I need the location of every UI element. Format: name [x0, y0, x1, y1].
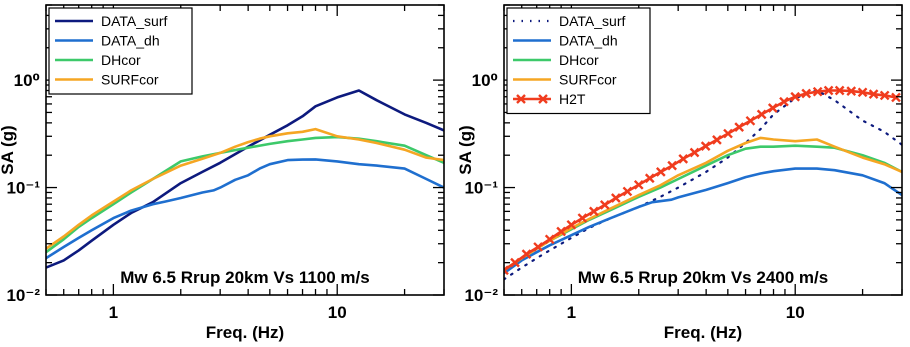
- series-marker: [868, 89, 879, 100]
- series-line-dhcor: [46, 135, 444, 254]
- x-tick-label: 10: [328, 303, 347, 322]
- series-marker: [712, 134, 722, 145]
- series-marker: [723, 128, 733, 139]
- y-tick-label: 10⁻²: [464, 286, 498, 305]
- legend-label: SURFcor: [559, 72, 617, 88]
- y-tick-label: 10⁻²: [6, 286, 40, 305]
- series-marker: [801, 88, 812, 99]
- series-marker: [622, 186, 633, 197]
- series-marker: [644, 173, 655, 184]
- series-marker: [655, 167, 666, 177]
- legend: DATA_surf DATA_dh DHcor SURFcor H2T: [506, 7, 651, 115]
- series-marker: [510, 257, 520, 268]
- series-line-data-surf: [504, 89, 902, 281]
- series-marker: [891, 92, 901, 103]
- series-marker: [779, 96, 789, 107]
- series-marker: [504, 265, 509, 276]
- series-marker: [834, 85, 845, 96]
- series-marker: [633, 179, 644, 190]
- legend-label: DHcor: [559, 52, 599, 68]
- legend-marker: [538, 94, 548, 104]
- series-marker: [610, 193, 621, 203]
- series-marker: [767, 103, 778, 113]
- series-marker: [544, 234, 555, 245]
- series-marker: [756, 109, 767, 120]
- series-marker: [734, 122, 745, 132]
- series-marker: [689, 147, 700, 158]
- series-marker: [879, 90, 890, 101]
- y-tick-label: 10⁰: [472, 71, 498, 90]
- series-marker: [823, 85, 834, 96]
- series-marker: [588, 206, 599, 217]
- plot-annotation: Mw 6.5 Rrup 20km Vs 2400 m/s: [578, 268, 828, 287]
- legend-label: DATA_surf: [101, 13, 167, 29]
- legend-label: DATA_dh: [559, 33, 618, 49]
- series-marker: [846, 86, 857, 96]
- x-axis-label: Freq. (Hz): [664, 323, 742, 342]
- series-marker: [599, 200, 610, 210]
- x-tick-label: 1: [109, 303, 118, 322]
- legend-label: DATA_surf: [559, 13, 625, 29]
- legend-marker: [516, 94, 526, 104]
- y-axis-label: SA (g): [456, 125, 475, 174]
- series-marker: [521, 249, 532, 259]
- series-marker: [700, 141, 711, 151]
- x-axis-label: Freq. (Hz): [206, 323, 284, 342]
- series-line-surfcor: [504, 136, 902, 272]
- y-tick-label: 10⁻¹: [464, 179, 498, 198]
- series-line-data-dh: [504, 167, 902, 275]
- series-marker: [857, 87, 868, 98]
- x-tick-label: 10: [786, 303, 805, 322]
- legend-label: DHcor: [101, 52, 141, 68]
- series-marker: [577, 213, 588, 223]
- series-line-data-dh: [46, 158, 444, 260]
- series-marker: [790, 91, 801, 102]
- series-marker: [812, 86, 823, 97]
- panel-right: 1 10 10⁻² 10⁻¹ 10⁰ Freq. (Hz) SA (g) Mw 6.5 Rru…: [456, 4, 903, 342]
- series-marker: [556, 226, 566, 237]
- legend: DATA_surf DATA_dh DHcor SURFcor: [48, 7, 193, 95]
- panel-left: 1 10 10⁻² 10⁻¹ 10⁰ Freq. (Hz) SA (g) Mw 6.5 Rru…: [0, 4, 445, 342]
- series-marker: [678, 153, 689, 164]
- series-marker: [566, 219, 577, 230]
- y-axis-label: SA (g): [0, 125, 17, 174]
- series-marker: [667, 160, 678, 171]
- series-group: [504, 85, 902, 281]
- plot-frame: [503, 4, 903, 296]
- y-tick-label: 10⁻¹: [6, 179, 40, 198]
- series-marker: [745, 115, 756, 126]
- series-marker: [533, 242, 543, 252]
- y-tick-label: 10⁰: [14, 71, 40, 90]
- legend-label: H2T: [559, 91, 586, 107]
- series-group: [46, 89, 444, 269]
- plot-frame: [45, 4, 445, 296]
- legend-label: SURFcor: [101, 72, 159, 88]
- plot-annotation: Mw 6.5 Rrup 20km Vs 1100 m/s: [120, 268, 369, 287]
- x-tick-label: 1: [567, 303, 576, 322]
- series-line-surfcor: [46, 127, 444, 250]
- legend-label: DATA_dh: [101, 33, 160, 49]
- series-line-data-surf: [46, 89, 444, 269]
